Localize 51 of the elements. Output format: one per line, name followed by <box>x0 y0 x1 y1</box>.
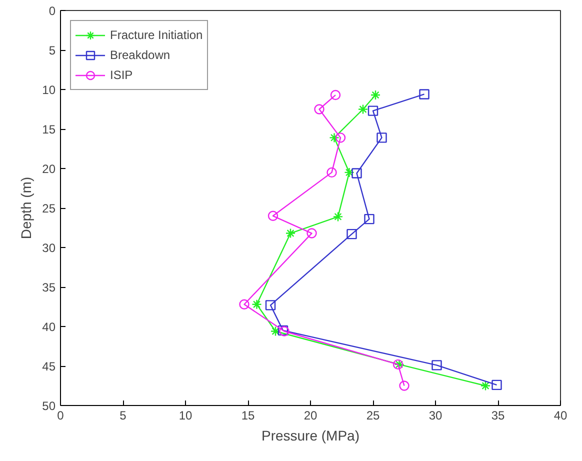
x-tick-label: 20 <box>304 408 318 422</box>
point <box>368 106 378 116</box>
legend-label: Breakdown <box>110 48 170 62</box>
y-tick-label: 30 <box>42 241 56 255</box>
y-tick-label: 45 <box>42 360 56 374</box>
x-tick-label: 30 <box>428 408 442 422</box>
point <box>314 104 324 114</box>
y-tick-label: 15 <box>42 122 56 136</box>
point <box>346 228 357 240</box>
point <box>330 90 341 100</box>
y-axis-title: Depth (m) <box>18 176 34 240</box>
point <box>332 212 344 222</box>
x-tick-label: 15 <box>241 408 255 422</box>
point <box>480 380 491 391</box>
point <box>252 299 262 310</box>
y-tick-label: 0 <box>48 4 56 18</box>
point <box>352 168 362 178</box>
x-tick-label: 35 <box>491 408 505 422</box>
point <box>329 132 340 143</box>
y-tick-label: 25 <box>42 202 56 216</box>
x-axis-title: Pressure (MPa) <box>261 428 360 444</box>
point <box>326 167 337 178</box>
y-tick-label: 40 <box>42 320 56 334</box>
x-tick-label: 0 <box>57 408 64 422</box>
point <box>370 90 381 100</box>
point <box>239 299 250 310</box>
point <box>492 380 502 390</box>
point <box>306 228 317 238</box>
point <box>265 300 276 310</box>
point <box>344 167 354 178</box>
legend-label: Fracture Initiation <box>110 28 203 42</box>
y-tick-label: 5 <box>48 44 56 58</box>
point <box>358 104 368 114</box>
point <box>268 210 278 221</box>
y-tick-label: 20 <box>42 162 56 176</box>
point <box>419 89 430 100</box>
y-tick-label: 10 <box>42 83 56 97</box>
point <box>270 326 281 336</box>
point <box>285 228 296 238</box>
point <box>335 132 346 143</box>
x-tick-label: 5 <box>120 408 127 422</box>
legend-label: ISIP <box>110 68 133 82</box>
x-tick-label: 25 <box>366 408 380 422</box>
x-tick-label: 40 <box>554 408 568 422</box>
y-tick-label: 50 <box>42 399 56 413</box>
x-tick-label: 10 <box>178 408 192 422</box>
point <box>432 360 442 370</box>
point <box>364 214 374 224</box>
point <box>399 380 410 391</box>
y-tick-label: 35 <box>42 280 56 294</box>
point <box>376 132 387 143</box>
